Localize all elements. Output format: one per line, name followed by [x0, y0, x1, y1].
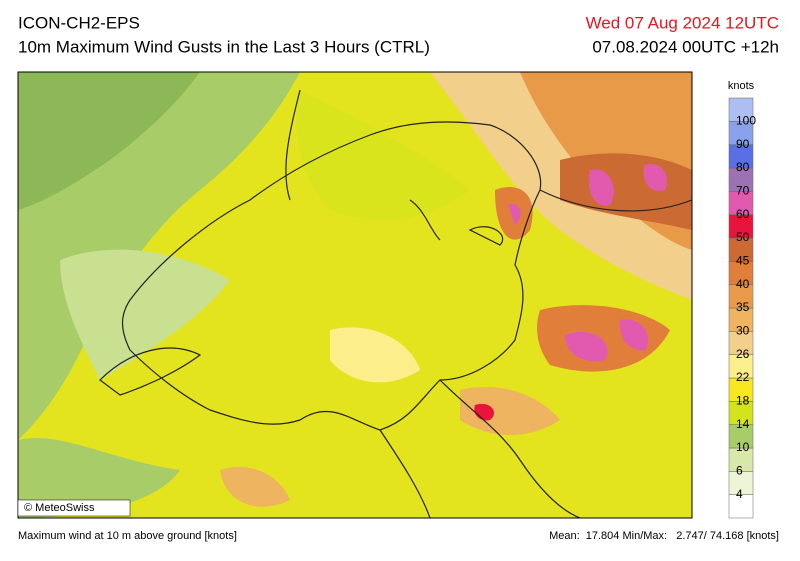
legend-label: 45 [736, 254, 750, 268]
footer-description: Maximum wind at 10 m above ground [knots… [18, 530, 237, 542]
legend-label: 60 [736, 207, 750, 221]
legend-swatch [728, 97, 754, 122]
footer-stats: Mean: 17.804 Min/Max: 2.747/ 74.168 [kno… [549, 530, 779, 542]
legend-label: 70 [736, 184, 750, 198]
legend-label: 80 [736, 160, 750, 174]
legend-label: 35 [736, 300, 750, 314]
run-time: 07.08.2024 00UTC +12h [592, 37, 779, 56]
legend-label: 90 [736, 137, 750, 151]
legend-label: 50 [736, 230, 750, 244]
legend-label: 14 [736, 417, 750, 431]
model-name: ICON-CH2-EPS [18, 13, 140, 32]
legend-label: 18 [736, 394, 750, 408]
color-legend: knots 4 6 10 14 18 22 26 30 35 40 45 50 60 70 80 90 100 [728, 80, 756, 519]
credit: © MeteoSwiss [24, 502, 95, 514]
legend-label: 4 [736, 487, 743, 501]
map: © MeteoSwiss [17, 71, 693, 519]
legend-label: 26 [736, 347, 750, 361]
legend-label: 10 [736, 440, 750, 454]
legend-label: 30 [736, 324, 750, 338]
legend-label: 6 [736, 464, 743, 478]
legend-unit: knots [728, 80, 755, 92]
legend-label: 22 [736, 370, 750, 384]
map-title: 10m Maximum Wind Gusts in the Last 3 Hou… [18, 37, 430, 56]
legend-label: 100 [736, 114, 756, 128]
valid-time: Wed 07 Aug 2024 12UTC [586, 13, 779, 32]
legend-label: 40 [736, 277, 750, 291]
